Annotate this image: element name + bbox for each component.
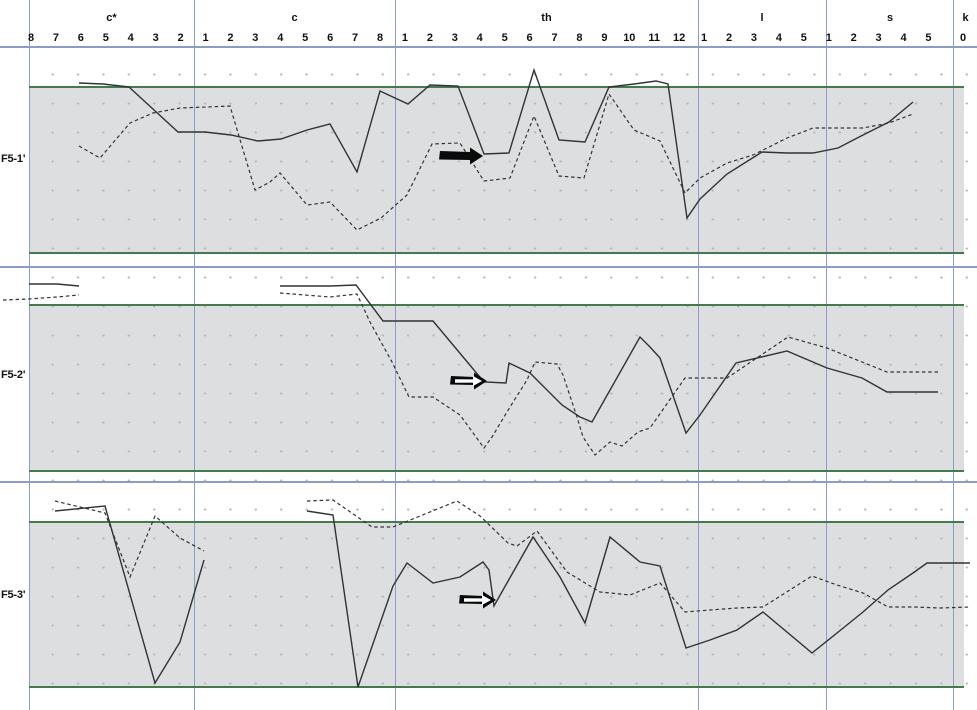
tick-cstar-8: 8 [27,32,35,44]
tick-cstar-6: 6 [77,32,84,44]
grid-vline-1 [29,0,30,710]
tick-c-4: 4 [277,32,284,44]
tick-th-2: 2 [426,32,433,44]
trace-dashed-panel1-seg1 [78,92,914,231]
trace-dashed-panel2-seg1 [2,294,80,301]
upper-limit-line-2 [29,304,964,306]
tick-th-7: 7 [551,32,558,44]
tick-cstar-2: 2 [177,32,184,44]
trace-solid-panel2-seg1 [29,283,80,287]
section-label-l: l [760,12,764,24]
trace-solid-panel1-seg1 [78,67,914,220]
grid-vline-5 [826,0,827,710]
tick-s-5: 5 [925,32,932,44]
tick-th-9: 9 [601,32,608,44]
tick-s-2: 2 [850,32,857,44]
grid-hline-1 [0,46,977,48]
tick-th-8: 8 [576,32,583,44]
tick-cstar-3: 3 [152,32,159,44]
tick-cstar-4: 4 [127,32,134,44]
row-label-2: F5-2' [1,369,26,381]
section-label-k: k [962,12,969,24]
tick-l-3: 3 [750,32,758,44]
tick-c-8: 8 [376,32,384,44]
grid-vline-3 [395,0,396,710]
tick-s-4: 4 [900,32,907,44]
tick-c-1: 1 [202,32,209,44]
upper-limit-line-1 [29,86,964,88]
grid-vline-4 [698,0,699,710]
tick-s-1: 1 [825,32,832,44]
trace-dashed-panel3-seg1 [54,500,205,579]
tick-l-5: 5 [800,32,807,44]
tick-th-1: 1 [401,32,408,44]
tick-s-3: 3 [875,32,882,44]
section-label-s: s [886,12,894,24]
tick-c-7: 7 [352,32,359,44]
section-label-cstar: c* [106,12,117,24]
lower-limit-line-2 [29,470,964,472]
tick-c-5: 5 [302,32,309,44]
row-label-3: F5-3' [1,589,26,601]
tick-c-3: 3 [252,32,259,44]
section-label-c: c [291,12,298,24]
grid-hline-2 [0,266,977,268]
trace-solid-panel2-seg2 [280,284,938,435]
tick-cstar-7: 7 [52,32,59,44]
annotation-arrow-inner-icon [464,595,491,605]
tick-th-11: 11 [648,32,661,44]
annotation-arrow-inner-icon [455,376,482,386]
tick-l-4: 4 [775,32,782,44]
tick-th-12: 12 [673,32,686,44]
tick-th-4: 4 [476,32,483,44]
tick-th-3: 3 [451,32,458,44]
lower-limit-line-1 [29,252,964,254]
trace-dashed-panel2-seg2 [279,292,939,456]
section-label-th: th [541,12,552,24]
tick-th-5: 5 [501,32,508,44]
tick-l-2: 2 [725,32,733,44]
upper-limit-line-3 [29,521,964,523]
tick-th-10: 10 [623,32,636,44]
trace-dashed-panel3-seg2 [306,499,971,613]
tick-th-6: 6 [526,32,533,44]
row-label-1: F5-1' [1,153,26,165]
grid-vline-6 [953,0,954,710]
grid-hline-3 [0,481,977,483]
annotation-arrow-icon [439,147,483,165]
tick-c-2: 2 [227,32,234,44]
dot-grid [29,47,977,710]
tick-k-0: 0 [959,32,967,44]
trace-solid-panel3-seg1 [54,505,205,685]
lower-limit-line-3 [29,686,964,688]
tick-l-1: 1 [701,32,708,44]
grid-vline-2 [194,0,195,710]
tick-c-6: 6 [327,32,334,44]
tick-cstar-5: 5 [102,32,109,44]
trace-solid-panel3-seg2 [306,510,970,688]
